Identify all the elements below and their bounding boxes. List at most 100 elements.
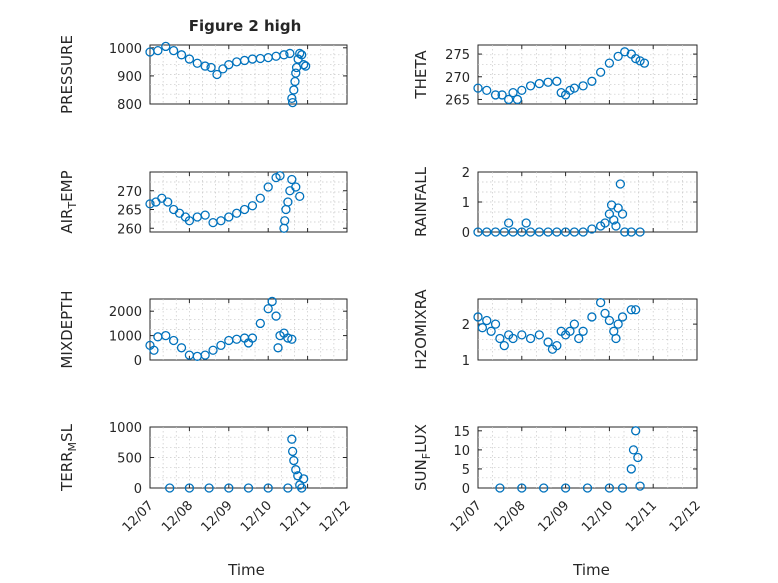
data-point — [578, 227, 588, 237]
axis-ylabel: AIRTEMP — [58, 170, 79, 233]
data-point — [578, 326, 588, 336]
data-point — [490, 319, 501, 329]
data-point — [539, 483, 549, 493]
data-point — [224, 483, 234, 493]
data-point — [275, 171, 285, 181]
data-point — [587, 76, 597, 86]
data-point — [543, 337, 553, 347]
axis-ylabel: SUNFLUX — [412, 424, 433, 491]
y-tick-label: 270 — [117, 185, 142, 200]
data-point — [482, 85, 492, 96]
data-point — [176, 50, 187, 60]
data-point — [631, 53, 641, 64]
data-point — [543, 77, 553, 87]
data-point — [297, 483, 307, 493]
data-point — [283, 483, 293, 493]
data-point — [613, 51, 623, 61]
subplot-air-temp: 260 265 270 AIRTEMP — [58, 170, 348, 237]
data-point — [208, 345, 218, 355]
data-point — [291, 68, 301, 78]
data-point — [149, 345, 159, 355]
data-point — [297, 50, 307, 60]
data-point — [628, 445, 639, 455]
data-point — [300, 61, 311, 71]
data-point — [578, 81, 588, 91]
data-point — [163, 197, 173, 207]
data-point — [565, 326, 575, 336]
data-point — [504, 218, 514, 228]
data-point — [145, 199, 155, 209]
data-point — [587, 312, 597, 322]
data-point — [200, 61, 210, 71]
data-point — [525, 227, 536, 237]
data-point — [200, 350, 210, 360]
data-point — [560, 227, 571, 237]
data-point — [239, 204, 250, 215]
data-point — [552, 340, 562, 351]
data-point — [299, 60, 309, 70]
data-point — [626, 227, 636, 237]
data-point — [611, 221, 621, 231]
data-point — [168, 335, 179, 346]
data-point — [517, 483, 527, 493]
data-point — [291, 465, 301, 475]
data-point — [291, 182, 301, 192]
data-point — [247, 333, 258, 343]
data-point — [192, 58, 202, 68]
data-point — [477, 323, 488, 333]
y-tick-label: 275 — [445, 48, 470, 63]
data-point — [287, 174, 297, 185]
data-point — [255, 193, 265, 203]
data-point — [521, 218, 531, 228]
data-point — [267, 296, 277, 307]
data-point — [499, 227, 509, 237]
data-point — [613, 319, 623, 329]
data-point — [486, 326, 496, 336]
data-point — [508, 333, 518, 344]
data-point — [289, 455, 299, 466]
data-point — [153, 45, 163, 56]
data-point — [595, 297, 606, 308]
subplot-h2omixra: 1 2 H2OMIXRA — [412, 289, 698, 370]
y-tick-label: 0 — [134, 354, 142, 369]
data-point — [626, 305, 636, 315]
data-point — [508, 227, 518, 237]
data-point — [263, 483, 273, 493]
x-tick-label: 12/12 — [667, 498, 704, 535]
axes-box — [149, 426, 348, 489]
data-point — [620, 227, 630, 237]
data-point — [216, 216, 226, 226]
axis-ylabel: PRESSURE — [58, 35, 76, 114]
x-tick-label: 12/10 — [238, 498, 275, 535]
data-point — [206, 62, 216, 73]
data-point — [525, 81, 536, 91]
axes-box — [149, 171, 348, 233]
y-tick-label: 270 — [445, 71, 470, 86]
data-point — [617, 312, 628, 322]
x-tick-label: 12/07 — [120, 498, 157, 535]
data-point — [543, 227, 553, 237]
data-point — [635, 56, 645, 66]
axis-xlabel: Time — [227, 561, 265, 579]
data-point — [287, 93, 297, 104]
data-point — [212, 69, 222, 80]
data-point — [552, 76, 562, 86]
y-tick-label: 1000 — [109, 42, 142, 57]
data-point — [499, 340, 509, 351]
data-point — [556, 88, 566, 98]
axis-xlabel: Time — [572, 561, 610, 579]
subplot-theta: 265 270 275 THETA — [412, 44, 698, 108]
data-point — [534, 78, 544, 89]
y-tick-label: 0 — [462, 226, 470, 241]
y-tick-label: 5 — [462, 463, 470, 478]
data-point — [285, 48, 295, 59]
y-tick-label: 500 — [117, 452, 142, 467]
axis-ylabel: RAINFALL — [412, 166, 430, 237]
data-point — [512, 94, 523, 105]
data-point — [517, 227, 527, 237]
data-point — [617, 209, 628, 219]
data-point — [635, 481, 645, 491]
x-tick-label: 12/07 — [448, 498, 485, 535]
data-point — [617, 483, 628, 493]
